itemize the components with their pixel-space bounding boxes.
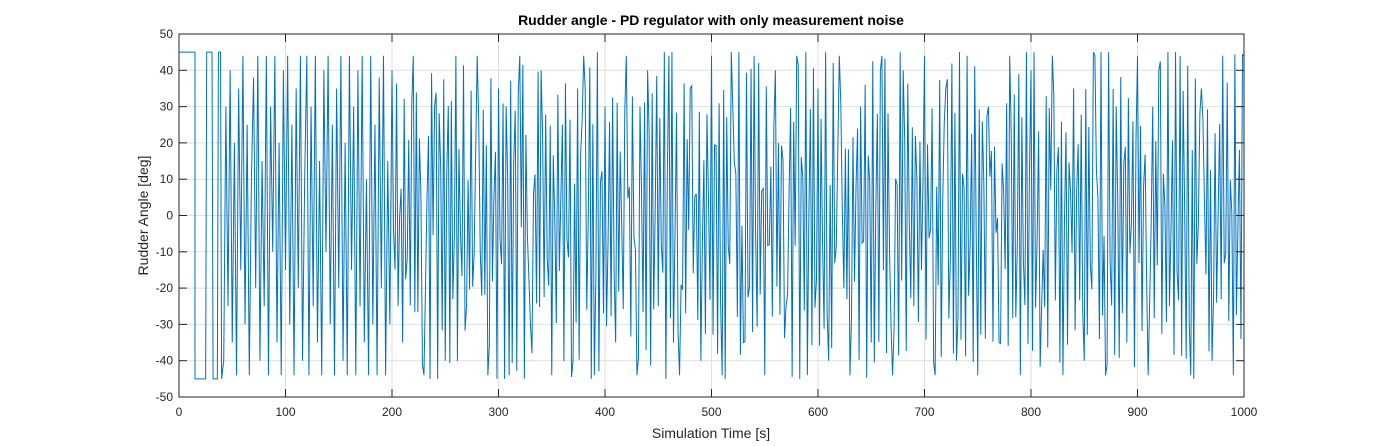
y-axis-label: Rudder Angle [deg] (135, 156, 151, 276)
x-tick-label: 0 (176, 405, 183, 419)
chart-title: Rudder angle - PD regulator with only me… (518, 12, 904, 28)
y-tick-label: 50 (160, 27, 174, 41)
x-tick-label: 100 (275, 405, 295, 419)
x-tick-label: 600 (808, 405, 828, 419)
y-tick-labels: -50 -40 -30 -20 -10 0 10 20 30 40 50 (156, 27, 174, 404)
x-tick-label: 300 (488, 405, 508, 419)
y-tick-label: -10 (156, 245, 174, 259)
y-tick-label: -50 (156, 390, 174, 404)
series-line (179, 51, 1245, 380)
x-tick-labels: 0 100 200 300 400 500 600 700 800 900 1000 (176, 405, 1258, 419)
data-series (179, 51, 1245, 380)
y-tick-label: 0 (166, 209, 173, 223)
x-axis-label: Simulation Time [s] (652, 425, 770, 441)
x-tick-label: 700 (914, 405, 934, 419)
tick-marks (178, 33, 1245, 398)
x-tick-label: 1000 (1231, 405, 1258, 419)
y-tick-label: 20 (160, 136, 174, 150)
x-tick-label: 800 (1021, 405, 1041, 419)
y-tick-label: 10 (160, 172, 174, 186)
y-tick-label: 30 (160, 100, 174, 114)
x-tick-label: 500 (701, 405, 721, 419)
y-tick-label: -30 (156, 317, 174, 331)
x-tick-label: 200 (382, 405, 402, 419)
x-tick-label: 900 (1127, 405, 1147, 419)
x-tick-label: 400 (595, 405, 615, 419)
y-tick-label: -20 (156, 281, 174, 295)
y-tick-label: -40 (156, 354, 174, 368)
y-tick-label: 40 (160, 63, 174, 77)
